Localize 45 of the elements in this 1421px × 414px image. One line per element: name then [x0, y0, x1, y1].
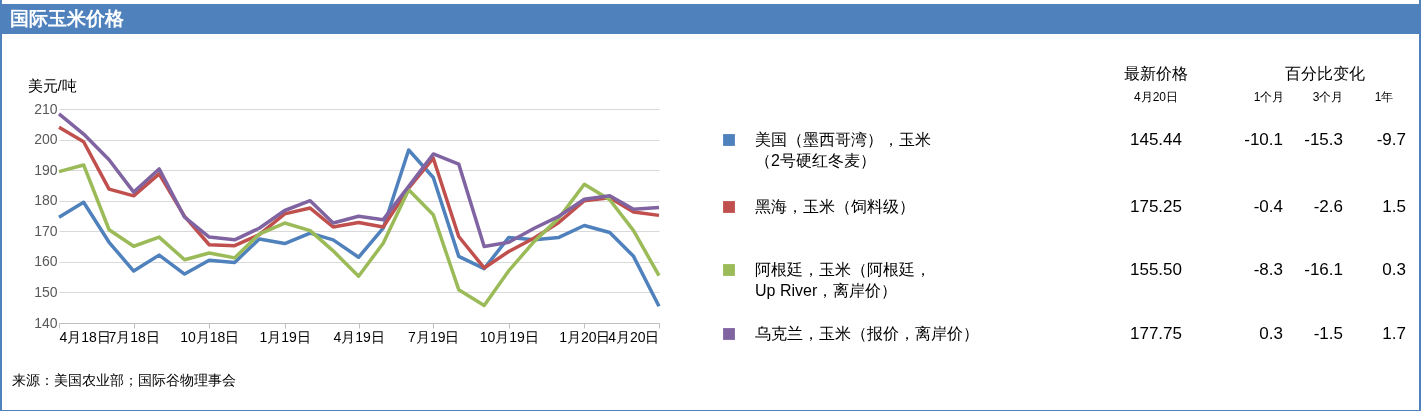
text: -2.6: [1313, 197, 1343, 216]
text: 177.75: [1130, 324, 1182, 343]
text: -8.3: [1253, 260, 1283, 279]
x-tick-label: 1月19日: [259, 328, 311, 345]
y-tick-label: 200: [34, 131, 58, 148]
text: 145.44: [1130, 130, 1182, 149]
text: -0.4: [1253, 197, 1283, 216]
y-tick-label: 150: [34, 283, 58, 300]
text: 1年: [1374, 90, 1394, 104]
text: 百分比变化: [1285, 65, 1365, 82]
x-tick-label: 10月19日: [479, 328, 539, 345]
y-tick-label: 190: [34, 161, 58, 178]
text: 1个月: [1253, 90, 1285, 104]
text: 0.3: [1259, 324, 1283, 343]
y-tick-label: 210: [34, 100, 58, 117]
legend-label: 乌克兰，玉米（报价，离岸价）: [755, 325, 979, 342]
y-tick-label: 160: [34, 253, 58, 270]
y-tick-label: 170: [34, 222, 58, 239]
y-axis-title: 美元/吨: [27, 76, 77, 94]
y-tick-label: 180: [34, 192, 58, 209]
text: 0.3: [1382, 260, 1406, 279]
line-series: [57, 112, 661, 249]
x-tick-label: 4月18日: [59, 328, 111, 345]
text: 3个月: [1312, 90, 1344, 104]
x-tick-label: 10月18日: [180, 328, 240, 345]
source-note: 来源：美国农业部；国际谷物理事会: [12, 372, 236, 390]
text: -10.1: [1244, 130, 1283, 149]
legend-label: 黑海，玉米（饲料级）: [755, 198, 915, 215]
x-tick-label: 7月18日: [108, 328, 160, 345]
text: 175.25: [1130, 197, 1182, 216]
text: 最新价格: [1124, 65, 1188, 82]
text: -1.5: [1313, 324, 1343, 343]
text: -15.3: [1304, 130, 1343, 149]
text: 155.50: [1130, 260, 1182, 279]
text: 4月20日: [1133, 90, 1179, 104]
x-tick-label: 7月19日: [408, 328, 460, 345]
chart-title: 国际玉米价格: [2, 4, 1419, 34]
legend-label: 阿根廷，玉米（阿根廷，Up River，离岸价）: [755, 261, 931, 299]
text: 1.5: [1382, 197, 1406, 216]
text: 1.7: [1382, 324, 1406, 343]
legend-label: 美国（墨西哥湾），玉米（2号硬红冬麦）: [755, 131, 931, 169]
y-tick-label: 140: [34, 314, 58, 331]
text: -16.1: [1304, 260, 1343, 279]
text: -9.7: [1376, 130, 1406, 149]
x-tick-label: 4月19日: [333, 328, 385, 345]
